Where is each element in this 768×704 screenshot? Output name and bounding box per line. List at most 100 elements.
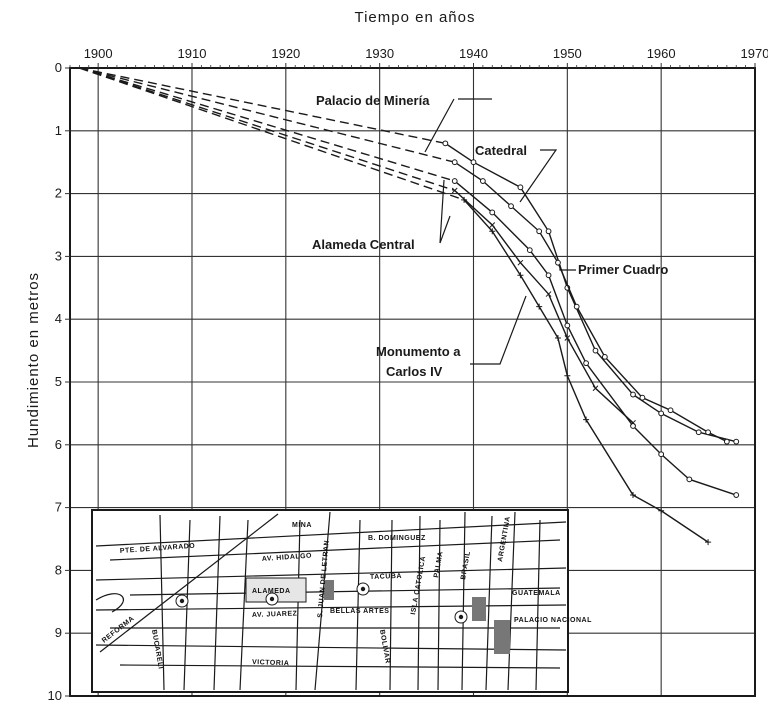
leader-alameda: [439, 179, 451, 244]
palacio-nacional-block: [494, 620, 510, 654]
map-street: [355, 519, 361, 691]
data-point: [733, 438, 740, 445]
map-monument-dot: [458, 614, 464, 620]
data-point: [630, 419, 636, 426]
map-street: [535, 519, 541, 691]
data-point: [451, 159, 458, 166]
data-point: [489, 222, 496, 228]
leader-catedral: [519, 149, 558, 203]
map-street-label: BRASIL: [460, 550, 472, 580]
map-street-label: BELLAS ARTES: [330, 608, 389, 615]
map-street-label: PALACIO NACIONAL: [514, 617, 592, 624]
data-point: [536, 303, 543, 310]
map-street: [461, 511, 466, 691]
y-tick-label: 1: [55, 123, 62, 138]
map-street-label: AV. JUAREZ: [252, 610, 298, 619]
map-street: [239, 519, 249, 691]
map-monument-dot: [360, 586, 366, 592]
data-point: [489, 228, 496, 235]
map-street-label: GUATEMALA: [512, 590, 561, 597]
series-line: [454, 180, 737, 496]
data-point: [517, 272, 524, 279]
series-2: [79, 67, 740, 498]
x-axis-title: Tiempo en años: [354, 9, 475, 26]
data-point: [630, 492, 637, 499]
y-tick-label: 5: [55, 374, 62, 389]
x-tick-label: 1920: [271, 46, 300, 61]
series-1: [79, 67, 730, 445]
data-point: [733, 492, 740, 498]
data-point: [573, 303, 580, 310]
y-tick-label: 8: [55, 562, 62, 577]
map-street-label: VICTORIA: [252, 659, 290, 667]
data-point: [517, 184, 524, 191]
map-street: [159, 514, 165, 691]
y-tick-label: 3: [55, 248, 62, 263]
data-point: [630, 423, 636, 429]
data-point: [489, 209, 496, 216]
data-point: [545, 291, 552, 297]
label-palacio-de-mineria: Palacio de Minería: [316, 93, 430, 108]
data-point: [451, 187, 458, 194]
data-point: [583, 360, 589, 367]
series-line: [454, 189, 634, 424]
data-point: [442, 140, 449, 147]
series-dashed-segment: [79, 67, 455, 192]
map-street-label: PALMA: [433, 551, 445, 579]
x-axis-ticks: 1900 1910 1920 1930 1940 1950 1960 1970: [69, 46, 768, 68]
series-line: [444, 142, 737, 443]
label-catedral: Catedral: [475, 143, 527, 158]
data-point: [705, 429, 711, 436]
series-dashed-segment: [79, 67, 455, 182]
data-point: [630, 391, 636, 398]
data-point: [564, 372, 571, 379]
data-point: [554, 335, 561, 342]
map-glorieta: [95, 593, 124, 613]
map-monument-dot: [269, 596, 275, 602]
x-tick-label: 1930: [365, 46, 394, 61]
label-monumento-line2: Carlos IV: [386, 364, 443, 379]
data-point: [451, 178, 458, 184]
x-tick-label: 1950: [553, 46, 582, 61]
series-dashed-segment: [79, 67, 446, 145]
map-street-label: AV. HIDALGO: [262, 553, 313, 563]
map-street-label: B. DOMINGUEZ: [368, 535, 426, 542]
data-point: [658, 410, 665, 417]
data-point: [508, 203, 514, 210]
data-point: [564, 322, 571, 329]
map-street: [417, 515, 421, 691]
data-point: [583, 416, 590, 423]
map-street: [314, 511, 331, 691]
series-3: [79, 67, 636, 426]
y-tick-label: 10: [48, 688, 62, 703]
data-point: [536, 228, 543, 235]
map-street: [295, 519, 301, 691]
data-point: [592, 385, 599, 392]
bellas-artes-block: [324, 580, 334, 600]
y-axis-ticks: 0 1 2 3 4 5 6 7 8 9 10: [48, 60, 70, 703]
map-street: [485, 515, 493, 691]
map-street: [109, 539, 561, 561]
leader-palacio: [424, 98, 492, 153]
map-street: [95, 604, 567, 611]
series-line: [463, 199, 709, 543]
map-street: [99, 513, 279, 653]
data-point: [601, 353, 608, 360]
map-street-label: ALAMEDA: [252, 588, 291, 595]
series-dashed-segment: [79, 67, 465, 201]
map-street: [213, 515, 221, 691]
data-point: [470, 159, 477, 166]
map-street: [95, 521, 567, 547]
data-point: [555, 259, 561, 266]
data-point: [695, 429, 702, 436]
series-4: [79, 67, 712, 546]
label-alameda-central: Alameda Central: [312, 237, 415, 252]
data-point: [667, 407, 674, 414]
x-tick-label: 1910: [178, 46, 207, 61]
series-dashed-segment: [79, 67, 455, 163]
map-street: [95, 567, 567, 581]
y-tick-label: 7: [55, 500, 62, 515]
y-tick-label: 0: [55, 60, 62, 75]
